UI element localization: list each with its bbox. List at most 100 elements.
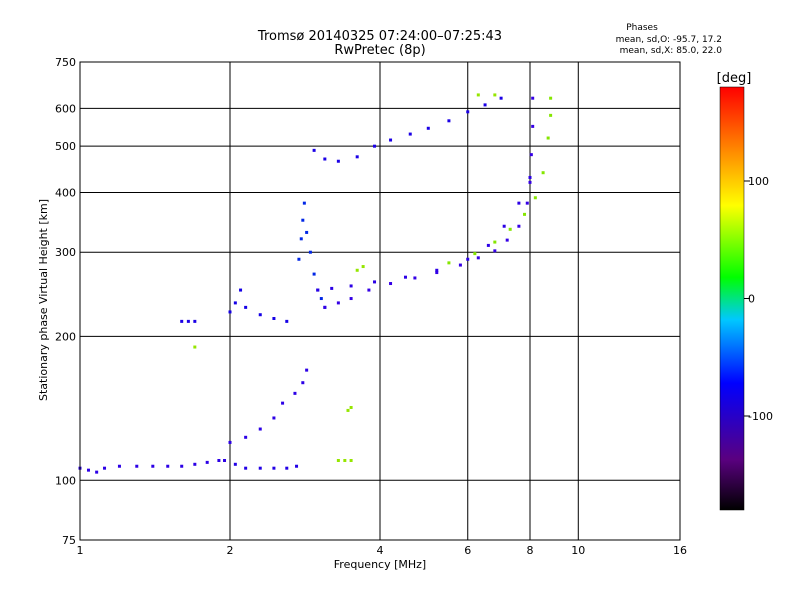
- y-tick-label-6: 600: [55, 102, 76, 115]
- data-point-3-4: [258, 313, 262, 317]
- data-point-6-11: [517, 224, 521, 228]
- data-point-0-9: [193, 462, 197, 466]
- grid-lines: [80, 62, 680, 540]
- y-tick-label-1: 100: [55, 474, 76, 487]
- data-point-2-1: [186, 319, 190, 323]
- chart-title: Tromsø 20140325 07:24:00–07:25:43: [257, 29, 502, 44]
- chart-subtitle: RwPretec (8p): [334, 43, 425, 58]
- data-point-6-9: [493, 249, 497, 253]
- phase-x-line: mean, sd,X: 85.0, 22.0: [620, 46, 723, 56]
- data-point-0-1: [86, 468, 90, 472]
- data-point-8-0: [447, 261, 451, 265]
- data-point-10-0: [336, 458, 340, 462]
- y-tick-label-7: 750: [55, 56, 76, 69]
- data-point-6-16: [531, 96, 535, 100]
- phase-o-line: mean, sd,O: -95.7, 17.2: [616, 35, 722, 45]
- data-point-7-9: [517, 201, 521, 205]
- data-point-9-2: [336, 159, 340, 163]
- data-point-1-5: [295, 464, 299, 468]
- colorbar-ticks: 100 0 -100: [744, 175, 773, 423]
- phase-heading: Phases: [626, 23, 658, 33]
- data-point-5-0: [297, 257, 301, 261]
- data-point-7-8: [502, 224, 506, 228]
- data-point-5-1: [299, 237, 303, 241]
- data-point-5-4: [305, 230, 309, 234]
- data-point-10-4: [349, 405, 353, 409]
- data-point-3-5: [272, 316, 276, 320]
- y-tick-label-5: 500: [55, 140, 76, 153]
- y-tick-label-0: 75: [62, 534, 76, 547]
- y-tick-label-4: 400: [55, 186, 76, 199]
- data-point-1-4: [285, 466, 289, 470]
- data-point-4-0: [228, 440, 232, 444]
- data-point-5-6: [312, 272, 316, 276]
- data-point-9-6: [408, 132, 412, 136]
- x-tick-label-2: 4: [377, 544, 384, 557]
- colorbar-label: [deg]: [717, 71, 752, 86]
- data-point-3-6: [285, 319, 289, 323]
- data-point-10-1: [343, 458, 347, 462]
- x-tick-label-3: 6: [464, 544, 471, 557]
- data-point-3-0: [228, 310, 232, 314]
- data-point-0-12: [223, 458, 227, 462]
- data-point-8-6: [541, 171, 545, 175]
- y-axis-ticks: 75 100 200 300 400 500 600 750: [55, 56, 76, 547]
- data-point-9-1: [323, 157, 327, 161]
- data-point-6-7: [458, 263, 462, 267]
- data-point-6-14: [529, 153, 533, 157]
- data-point-0-11: [217, 458, 221, 462]
- data-point-5-8: [319, 297, 323, 301]
- data-point-9-11: [499, 96, 503, 100]
- data-point-7-6: [466, 257, 470, 261]
- data-point-10-6: [361, 265, 365, 269]
- data-point-7-5: [435, 268, 439, 272]
- data-point-9-10: [483, 103, 487, 107]
- y-tick-label-3: 300: [55, 246, 76, 259]
- data-point-4-3: [272, 416, 276, 420]
- y-tick-label-2: 200: [55, 330, 76, 343]
- data-point-5-2: [301, 218, 305, 222]
- data-point-4-1: [244, 435, 248, 439]
- data-point-4-5: [293, 391, 297, 395]
- data-point-6-6: [435, 271, 439, 275]
- data-point-5-3: [302, 201, 306, 205]
- data-point-8-2: [493, 240, 497, 244]
- data-point-3-1: [233, 301, 237, 305]
- data-point-0-10: [205, 460, 209, 464]
- data-point-4-7: [305, 368, 309, 372]
- data-point-7-3: [373, 280, 377, 284]
- data-point-6-2: [349, 297, 353, 301]
- data-point-0-7: [166, 464, 170, 468]
- x-tick-label-1: 2: [227, 544, 234, 557]
- colorbar-tick-label-0: 100: [748, 175, 769, 188]
- data-point-0-8: [180, 464, 184, 468]
- data-point-2-2: [193, 319, 197, 323]
- data-point-9-0: [312, 148, 316, 152]
- data-point-9-8: [447, 119, 451, 123]
- data-point-9-4: [373, 144, 377, 148]
- data-point-10-2: [349, 458, 353, 462]
- colorbar-tick-label-2: -100: [748, 410, 773, 423]
- data-point-5-5: [308, 250, 312, 254]
- data-point-9-9: [466, 110, 470, 114]
- data-point-10-8: [476, 93, 480, 97]
- data-point-3-3: [244, 305, 248, 309]
- data-point-6-4: [389, 282, 393, 286]
- data-point-9-5: [389, 138, 393, 142]
- x-axis-ticks: 1 2 4 6 8 10 16: [77, 544, 688, 557]
- data-point-7-4: [403, 275, 407, 279]
- x-axis-label: Frequency [MHz]: [334, 558, 426, 571]
- data-point-7-2: [349, 284, 353, 288]
- data-point-1-3: [272, 466, 276, 470]
- data-point-7-0: [316, 288, 320, 292]
- data-point-0-3: [103, 466, 107, 470]
- data-point-9-3: [355, 155, 359, 159]
- data-point-0-5: [135, 464, 139, 468]
- data-point-4-4: [281, 401, 285, 405]
- colorbar-tick-label-1: 0: [748, 293, 755, 306]
- data-point-8-8: [549, 113, 553, 117]
- data-point-6-3: [367, 288, 371, 292]
- data-point-7-1: [330, 286, 334, 290]
- data-point-6-0: [323, 305, 327, 309]
